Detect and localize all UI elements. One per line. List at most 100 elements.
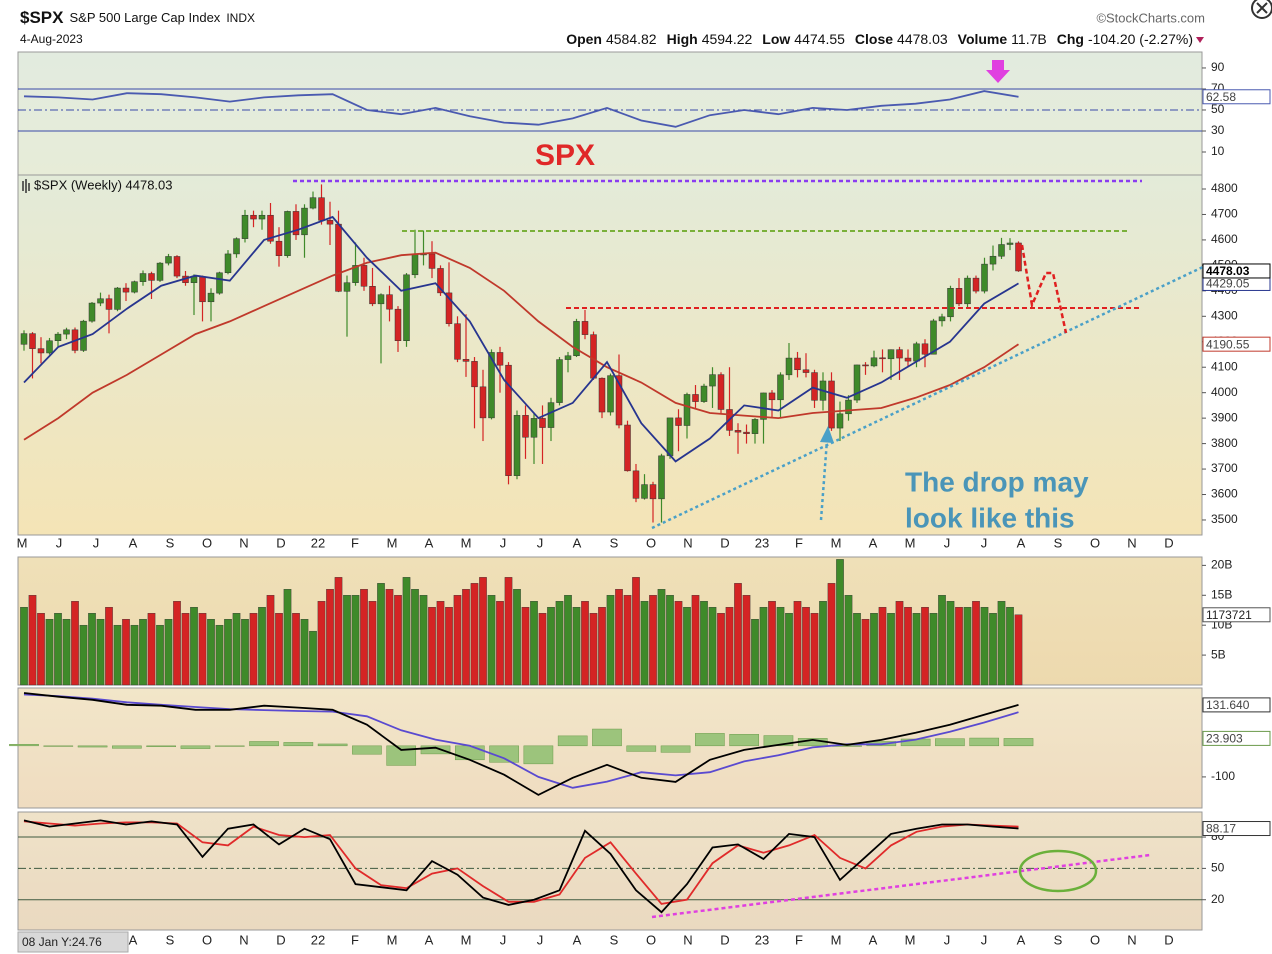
candle-body — [870, 357, 878, 367]
volume-bar — [836, 559, 844, 686]
candle-body — [921, 343, 929, 355]
volume-bar — [504, 577, 513, 686]
x-tick-label: S — [610, 932, 619, 947]
volume-bar — [555, 601, 564, 686]
volume-bar — [224, 619, 232, 686]
date: 4-Aug-2023 — [20, 32, 83, 46]
y-tick-label: 30 — [1211, 123, 1225, 137]
volume-bar — [419, 595, 428, 686]
stat-value: 4584.82 — [606, 31, 657, 47]
candle-body — [649, 484, 657, 500]
x-tick-label: D — [276, 535, 285, 550]
top-arrow — [986, 60, 1010, 83]
candle-body — [122, 287, 130, 293]
volume-bar — [640, 601, 649, 686]
x-tick-label: J — [537, 535, 544, 550]
x-tick-label: D — [1164, 535, 1173, 550]
x-tick-label: N — [683, 535, 692, 550]
candle-body — [394, 308, 402, 341]
volume-bar — [623, 595, 632, 686]
histogram-bar — [43, 745, 74, 747]
x-tick-label: J — [944, 535, 951, 550]
volume-bar — [657, 589, 666, 686]
x-tick-label: D — [720, 932, 729, 947]
volume-bar — [45, 619, 54, 686]
candle-body — [29, 333, 36, 349]
x-tick-label: A — [129, 932, 138, 947]
x-tick-label: A — [573, 535, 582, 550]
volume-bar — [402, 577, 411, 686]
candle-body — [658, 455, 665, 500]
value-label-box — [1202, 89, 1271, 105]
x-tick-label: S — [166, 932, 175, 947]
candle-body — [411, 254, 419, 276]
volume-bar — [207, 619, 215, 686]
value-label-box — [1202, 697, 1271, 713]
x-tick-label: M — [831, 932, 842, 947]
volume-bar — [377, 583, 385, 686]
x-tick-label: 23 — [755, 932, 769, 947]
histogram-bar — [935, 738, 965, 747]
candle-body — [513, 415, 521, 476]
candle-body — [241, 214, 249, 239]
volume-bar — [326, 589, 334, 686]
volume-bar — [980, 607, 989, 686]
candle-body — [530, 418, 538, 438]
value-label: 131.640 — [1206, 698, 1250, 712]
legend-icon — [22, 179, 30, 193]
volume-bar — [912, 613, 921, 686]
volume-bar — [37, 613, 45, 686]
volume-bar — [343, 595, 351, 686]
volume-bar — [861, 619, 870, 686]
x-tick-label: S — [1054, 535, 1063, 550]
volume-bar — [904, 607, 912, 686]
volume-bar — [989, 613, 997, 686]
histogram-bar — [112, 745, 142, 749]
candle-body — [63, 329, 70, 335]
stat-value: 4478.03 — [897, 31, 948, 47]
index-name: S&P 500 Large Cap Index — [69, 10, 220, 25]
candle-body — [54, 333, 62, 341]
volume-bar — [1006, 607, 1014, 686]
volume-bar — [946, 601, 955, 686]
candle-body — [369, 286, 376, 305]
x-tick-label: A — [573, 932, 582, 947]
candle-body — [114, 287, 121, 310]
candle-body — [811, 372, 818, 401]
x-tick-label: M — [387, 535, 398, 550]
candle-body — [794, 357, 801, 371]
header-title: $SPX S&P 500 Large Cap Index INDX — [20, 8, 255, 27]
volume-bar — [547, 607, 555, 686]
y-tick-label: 90 — [1211, 60, 1225, 74]
histogram-bar — [9, 744, 39, 747]
candle-body — [598, 377, 606, 413]
candle-body — [581, 321, 589, 335]
candle-body — [556, 359, 563, 403]
histogram-bar — [763, 735, 794, 747]
volume-bar — [997, 601, 1006, 686]
candle-body — [547, 402, 555, 428]
volume-bar — [470, 583, 479, 686]
volume-bar — [776, 607, 785, 686]
candle-body — [496, 352, 504, 366]
candle-body — [930, 320, 937, 355]
value-label-box — [1202, 821, 1271, 837]
candle-body — [1006, 242, 1014, 245]
candle-body — [165, 256, 172, 264]
value-label: 88.17 — [1206, 822, 1236, 836]
volume-bar — [88, 613, 96, 686]
x-tick-label: M — [831, 535, 842, 550]
volume-bar — [113, 624, 122, 686]
x-tick-label: J — [56, 535, 63, 550]
candle-body — [836, 413, 844, 429]
y-tick-label: 4800 — [1211, 181, 1238, 195]
symbol: $SPX — [20, 8, 64, 27]
histogram-bar — [180, 745, 211, 749]
candle-body — [862, 364, 869, 367]
value-label: 4478.03 — [1206, 264, 1250, 278]
x-tick-label: O — [202, 932, 212, 947]
candle-body — [590, 334, 597, 379]
x-tick-label: O — [1090, 535, 1100, 550]
volume-bar — [768, 601, 776, 686]
